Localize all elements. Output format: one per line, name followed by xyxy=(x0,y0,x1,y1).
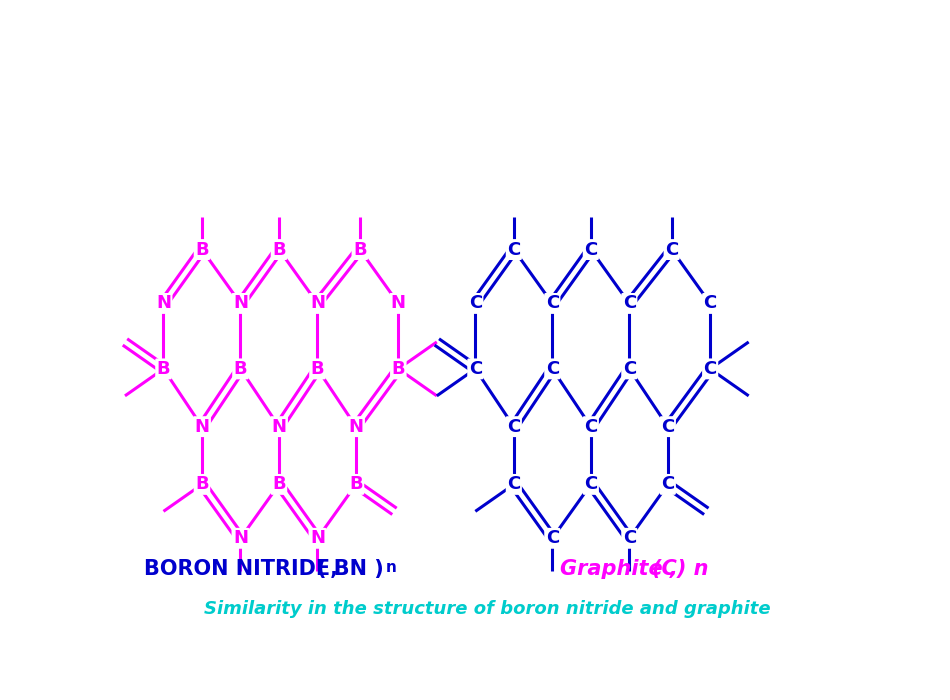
Text: B: B xyxy=(234,360,247,378)
Text: C: C xyxy=(584,475,598,493)
Text: C: C xyxy=(622,529,636,547)
Text: C: C xyxy=(704,295,717,312)
Text: B: B xyxy=(311,360,324,378)
Text: C: C xyxy=(584,241,598,258)
Text: N: N xyxy=(233,529,248,547)
Text: (C) n: (C) n xyxy=(653,559,709,579)
Text: B: B xyxy=(350,475,363,493)
Text: Similarity in the structure of boron nitride and graphite: Similarity in the structure of boron nit… xyxy=(203,600,770,618)
Text: C: C xyxy=(584,418,598,435)
Text: N: N xyxy=(310,529,325,547)
Text: B: B xyxy=(195,475,209,493)
Text: N: N xyxy=(233,295,248,312)
Text: C: C xyxy=(507,418,521,435)
Text: B: B xyxy=(391,360,405,378)
Text: C: C xyxy=(507,475,521,493)
Text: C: C xyxy=(545,529,559,547)
Text: BORON NITRIDE,: BORON NITRIDE, xyxy=(144,559,338,579)
Text: N: N xyxy=(349,418,364,435)
Text: C: C xyxy=(468,295,482,312)
Text: Graphite ,: Graphite , xyxy=(560,559,677,579)
Text: C: C xyxy=(704,360,717,378)
Text: n: n xyxy=(386,560,397,575)
Text: C: C xyxy=(661,418,674,435)
Text: ( BN ): ( BN ) xyxy=(317,559,384,579)
Text: N: N xyxy=(310,295,325,312)
Text: B: B xyxy=(353,241,367,258)
Text: N: N xyxy=(156,295,171,312)
Text: C: C xyxy=(507,241,521,258)
Text: C: C xyxy=(545,360,559,378)
Text: C: C xyxy=(661,475,674,493)
Text: N: N xyxy=(390,295,406,312)
Text: B: B xyxy=(272,241,286,258)
Text: N: N xyxy=(272,418,287,435)
Text: N: N xyxy=(195,418,210,435)
Text: C: C xyxy=(622,360,636,378)
Text: C: C xyxy=(665,241,678,258)
Text: C: C xyxy=(468,360,482,378)
Text: C: C xyxy=(622,295,636,312)
Text: C: C xyxy=(545,295,559,312)
Text: B: B xyxy=(272,475,286,493)
Text: B: B xyxy=(195,241,209,258)
Text: B: B xyxy=(157,360,170,378)
